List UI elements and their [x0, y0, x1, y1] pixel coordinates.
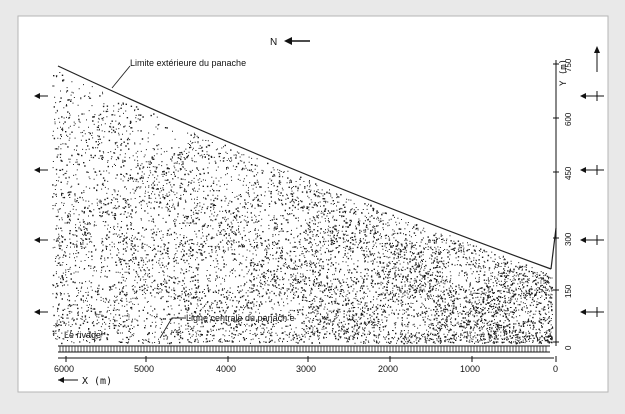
- centerline-leader-line: [159, 317, 186, 339]
- x-tick-label: 3000: [296, 364, 316, 374]
- x-axis-ticks: 6000 5000 4000 3000 2000 1000 0: [54, 356, 558, 374]
- y-tick-label: 750: [564, 58, 573, 72]
- y-tick-label: 0: [564, 345, 573, 350]
- north-label: N: [270, 37, 277, 48]
- plume-boundary-end: [550, 227, 557, 270]
- y-tick-label: 600: [564, 112, 573, 126]
- x-tick-label: 2000: [378, 364, 398, 374]
- boundary-leader-line: [111, 65, 131, 89]
- right-flow-arrows: [580, 91, 604, 317]
- x-tick-label: 4000: [216, 364, 236, 374]
- x-tick-label: 0: [553, 364, 558, 374]
- x-axis-arrowhead: [58, 377, 64, 383]
- x-tick-label: 5000: [134, 364, 154, 374]
- y-axis-label: Y (m): [559, 59, 569, 86]
- particle-cloud: [52, 72, 554, 345]
- y-tick-label: 150: [564, 284, 573, 298]
- y-tick-label: 450: [564, 166, 573, 180]
- y-axis-ticks: 0 150 300 450 600 750: [553, 58, 573, 350]
- paper-background: [17, 15, 609, 393]
- y-tick-label: 300: [564, 232, 573, 246]
- centerline-label: Ligne centrale du panach e: [186, 313, 295, 323]
- left-flow-arrows: [34, 93, 48, 315]
- plume-boundary-line: [57, 65, 552, 270]
- north-arrowhead: [284, 37, 292, 45]
- plume-boundary-label: Limite extérieure du panache: [130, 58, 246, 68]
- x-tick-label: 6000: [54, 364, 74, 374]
- x-axis-label: X (m): [82, 376, 112, 387]
- shoreline-band: [58, 345, 550, 353]
- y-axis-arrowhead: [594, 46, 600, 53]
- particle-points: [52, 72, 554, 345]
- x-tick-label: 1000: [460, 364, 480, 374]
- shore-label: Le rivage: [64, 330, 101, 340]
